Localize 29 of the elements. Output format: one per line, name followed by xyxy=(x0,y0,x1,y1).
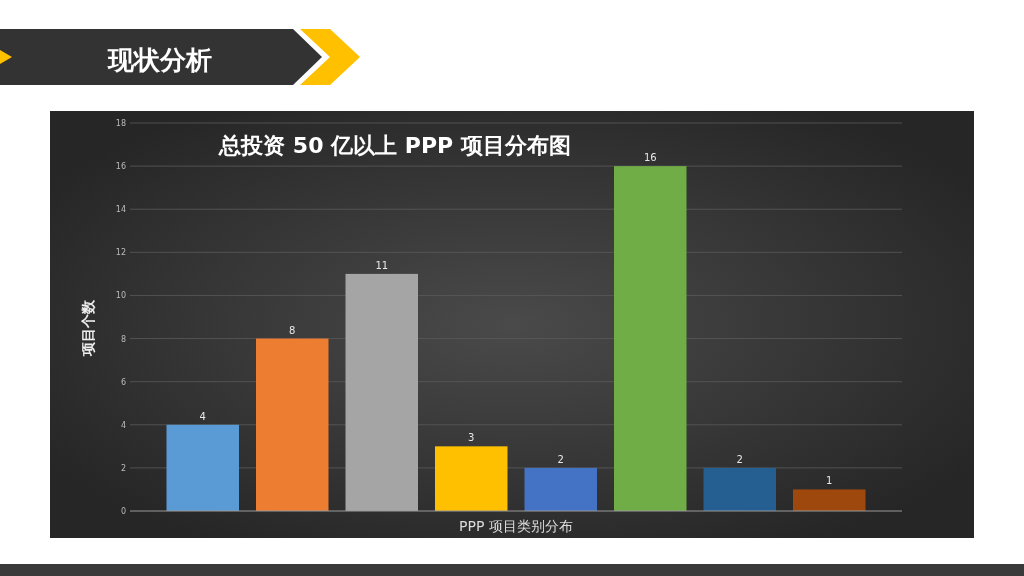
y-tick-label: 12 xyxy=(115,248,126,258)
y-axis-title: 项目个数 xyxy=(80,299,96,357)
data-label: 8 xyxy=(289,324,296,336)
bar xyxy=(703,467,776,511)
bar xyxy=(256,338,329,511)
data-label: 2 xyxy=(557,453,564,465)
text: 总投资 50 亿以上 PPP 项目分布图 xyxy=(218,133,571,158)
y-tick-label: 14 xyxy=(115,205,126,215)
bar xyxy=(166,424,239,511)
y-tick-label: 2 xyxy=(120,463,126,473)
text: 现状分析 xyxy=(107,45,212,75)
y-tick-label: 10 xyxy=(115,291,126,301)
y-tick-label: 6 xyxy=(120,377,126,387)
data-label: 4 xyxy=(199,410,206,422)
y-tick-label: 16 xyxy=(115,162,126,172)
y-tick-label: 8 xyxy=(120,334,126,344)
data-label: 2 xyxy=(736,453,743,465)
data-label: 1 xyxy=(826,475,833,487)
data-label: 11 xyxy=(375,259,389,271)
y-tick-label: 0 xyxy=(120,507,126,516)
bar xyxy=(435,446,508,511)
y-tick-label: 4 xyxy=(120,420,126,430)
bar xyxy=(793,489,866,511)
bar xyxy=(524,467,597,511)
data-label: 16 xyxy=(643,152,657,164)
data-label: 3 xyxy=(468,432,475,444)
bar xyxy=(614,166,687,511)
x-axis-title: PPP 项目类别分布 xyxy=(459,518,573,534)
y-tick-label: 18 xyxy=(115,119,126,128)
